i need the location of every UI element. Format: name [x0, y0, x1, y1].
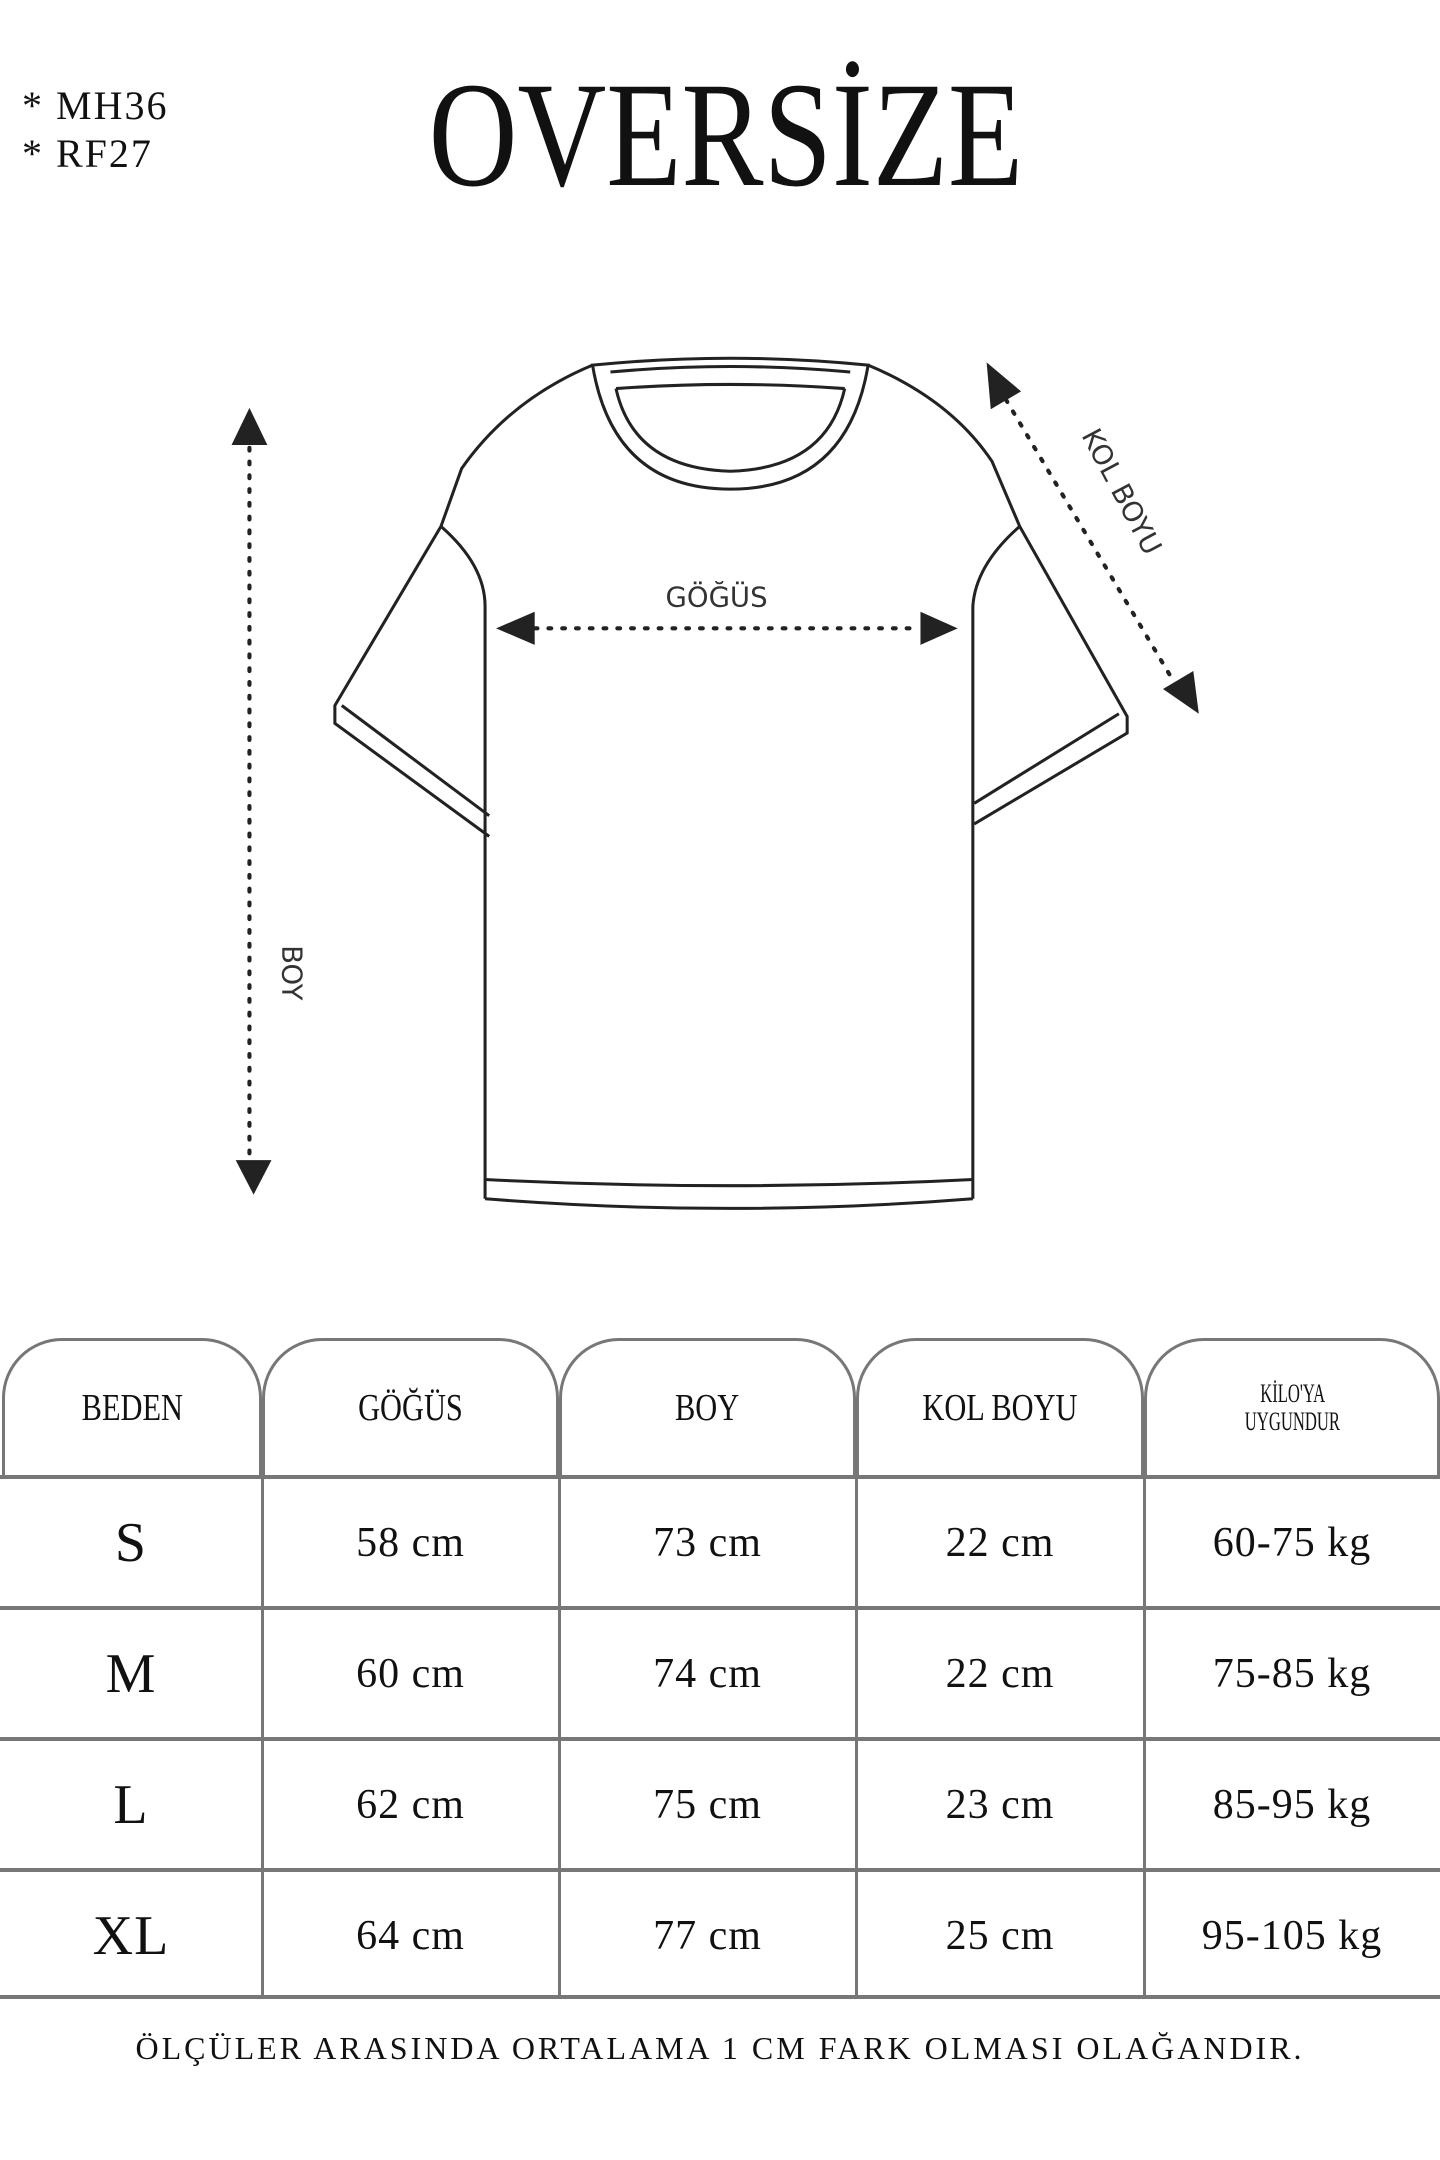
- column-divider: [558, 1475, 561, 1999]
- header-chest: GÖĞÜS: [262, 1338, 559, 1475]
- arrow-downright-icon: [1162, 671, 1199, 714]
- measure-arrows: [231, 362, 1199, 1195]
- cell-sleeve: 22 cm: [945, 1650, 1055, 1697]
- cell-sleeve: 25 cm: [945, 1912, 1055, 1959]
- product-codes: * MH36 * RF27: [22, 82, 168, 178]
- footer-note: ÖLÇÜLER ARASINDA ORTALAMA 1 CM FARK OLMA…: [135, 2030, 1305, 2066]
- arrow-up-icon: [231, 407, 268, 446]
- sleeve-label: KOL BOYU: [1075, 423, 1168, 560]
- cell-sleeve: 22 cm: [945, 1519, 1055, 1566]
- table-row: L 62 cm 75 cm 23 cm 85-95 kg: [0, 1737, 1440, 1868]
- cell-chest: 62 cm: [356, 1781, 465, 1828]
- table-row: M 60 cm 74 cm 22 cm 75-85 kg: [0, 1606, 1440, 1737]
- sleeve-arrow-line: [1003, 397, 1177, 685]
- size-table: BEDEN GÖĞÜS BOY KOL BOYU KİLO'YA UYGUNDUR…: [0, 1338, 1440, 1999]
- cell-length: 75 cm: [653, 1781, 762, 1828]
- arrow-left-icon: [496, 611, 535, 645]
- cell-length: 74 cm: [653, 1650, 762, 1697]
- length-label: BOY: [276, 945, 308, 1001]
- arrow-right-icon: [920, 611, 958, 645]
- tshirt-diagram: GÖĞÜS BOY KOL BOYU: [231, 356, 1199, 1210]
- cell-weight: 75-85 kg: [1212, 1650, 1372, 1697]
- header-sleeve: KOL BOYU: [856, 1338, 1144, 1475]
- cell-weight: 85-95 kg: [1212, 1781, 1372, 1828]
- cell-length: 73 cm: [653, 1519, 762, 1566]
- column-divider: [261, 1475, 264, 1999]
- page-title: OVERSİZE: [428, 52, 1024, 218]
- chest-label: GÖĞÜS: [666, 579, 768, 613]
- cell-size: M: [105, 1642, 157, 1705]
- cell-weight: 60-75 kg: [1212, 1519, 1372, 1566]
- cell-size: S: [114, 1511, 148, 1574]
- header-size: BEDEN: [2, 1338, 262, 1475]
- cell-sleeve: 23 cm: [945, 1781, 1055, 1828]
- table-row: S 58 cm 73 cm 22 cm 60-75 kg: [0, 1475, 1440, 1606]
- tshirt-outline: [333, 356, 1129, 1210]
- cell-chest: 60 cm: [356, 1650, 465, 1697]
- column-divider: [1143, 1475, 1146, 1999]
- arrow-down-icon: [235, 1160, 272, 1195]
- column-divider: [855, 1475, 858, 1999]
- cell-length: 77 cm: [653, 1912, 762, 1959]
- arrow-upleft-icon: [986, 362, 1022, 410]
- cell-chest: 64 cm: [356, 1912, 465, 1959]
- cell-weight: 95-105 kg: [1201, 1912, 1383, 1959]
- cell-size: L: [113, 1773, 149, 1836]
- header-length: BOY: [559, 1338, 856, 1475]
- code-1: * MH36: [22, 83, 169, 128]
- table-row: XL 64 cm 77 cm 25 cm 95-105 kg: [0, 1868, 1440, 1999]
- code-2: * RF27: [22, 131, 153, 176]
- cell-chest: 58 cm: [356, 1519, 465, 1566]
- header-weight: KİLO'YA UYGUNDUR: [1144, 1338, 1440, 1475]
- cell-size: XL: [92, 1904, 170, 1967]
